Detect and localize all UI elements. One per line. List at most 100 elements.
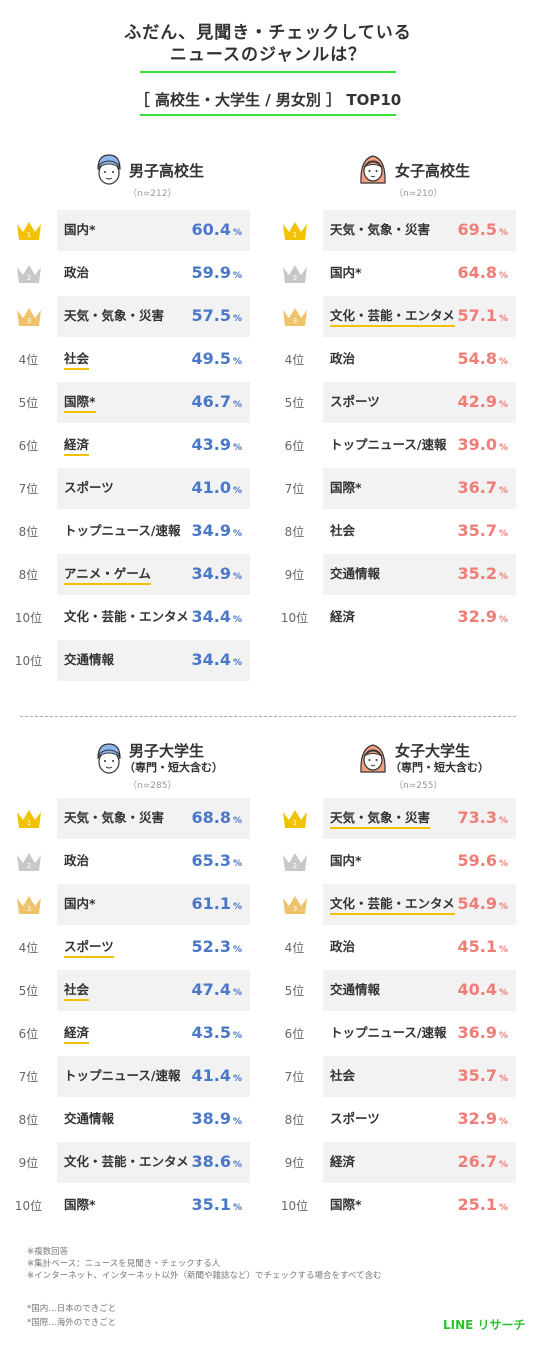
- rank-label: 10位: [280, 611, 309, 625]
- ranking-row: 9位 文化・芸能・エンタメ 38.6%: [0, 1142, 250, 1183]
- rank-label: 10位: [14, 611, 43, 625]
- rank-cell: 6位: [266, 1013, 323, 1054]
- crown-rank-number: 1: [292, 819, 296, 827]
- row-background: [323, 970, 516, 1011]
- rank-cell: 10位: [266, 1185, 323, 1226]
- percentage-unit: %: [232, 314, 242, 324]
- ranking-row: 1 天気・気象・災害 69.5%: [266, 210, 516, 251]
- crown-rank-number: 3: [26, 905, 30, 913]
- percentage-number: 34.9: [191, 564, 231, 583]
- ranking-row: 1 天気・気象・災害 73.3%: [266, 798, 516, 839]
- rank-cell: 8位: [266, 1099, 323, 1140]
- percentage-number: 73.3: [457, 808, 497, 827]
- row-background: [323, 841, 516, 882]
- percentage-number: 47.4: [191, 980, 231, 999]
- genre-label: 政治: [64, 265, 90, 280]
- rank-cell: 3: [0, 884, 57, 925]
- ranking-row: 3 国内* 61.1%: [0, 884, 250, 925]
- percentage-number: 35.2: [457, 564, 497, 583]
- rank-cell: 4位: [0, 339, 57, 380]
- boy-avatar-icon: [95, 742, 123, 776]
- rank-cell: 3: [0, 296, 57, 337]
- percentage-unit: %: [498, 1203, 508, 1213]
- genre-label: 文化・芸能・エンタメ: [64, 1154, 189, 1169]
- genre-label: 交通情報: [330, 982, 381, 997]
- rank-cell: 8位: [0, 554, 57, 595]
- girl-avatar-icon: [359, 153, 387, 187]
- row-background: [323, 798, 516, 839]
- title-line-1: ふだん、見聞き・チェックしている: [124, 23, 412, 43]
- percentage-unit: %: [232, 228, 242, 238]
- percentage-unit: %: [232, 1160, 242, 1170]
- rank-label: 10位: [14, 654, 43, 668]
- rank-cell: 8位: [0, 1099, 57, 1140]
- ranking-row: 8位 交通情報 38.9%: [0, 1099, 250, 1140]
- percentage-value: 69.5%: [457, 220, 508, 243]
- genre-label: 天気・気象・災害: [64, 308, 165, 323]
- percentage-value: 68.8%: [191, 808, 242, 831]
- percentage-value: 60.4%: [191, 220, 242, 243]
- percentage-unit: %: [498, 859, 508, 869]
- percentage-unit: %: [498, 615, 508, 625]
- percentage-number: 25.1: [457, 1195, 497, 1214]
- percentage-unit: %: [498, 988, 508, 998]
- percentage-unit: %: [232, 859, 242, 869]
- percentage-unit: %: [498, 816, 508, 826]
- rank-label: 7位: [18, 482, 39, 496]
- rank-label: 8位: [284, 525, 305, 539]
- percentage-unit: %: [232, 615, 242, 625]
- rank-cell: 7位: [0, 468, 57, 509]
- row-background: [323, 511, 516, 552]
- genre-label: トップニュース/速報: [330, 1025, 447, 1040]
- percentage-value: 25.1%: [457, 1195, 508, 1218]
- ranking-row: 7位 社会 35.7%: [266, 1056, 516, 1097]
- rank-label: 5位: [284, 396, 305, 410]
- percentage-unit: %: [498, 400, 508, 410]
- percentage-value: 54.8%: [457, 349, 508, 372]
- percentage-number: 32.9: [457, 1109, 497, 1128]
- percentage-value: 35.1%: [191, 1195, 242, 1218]
- rank-cell: 1: [0, 798, 57, 839]
- rank-cell: 8位: [0, 511, 57, 552]
- footnote-line: *国際…海外のできごと: [27, 1318, 117, 1328]
- group-name: 女子高校生: [395, 162, 471, 180]
- percentage-unit: %: [498, 945, 508, 955]
- percentage-number: 35.7: [457, 521, 497, 540]
- percentage-value: 32.9%: [457, 1109, 508, 1132]
- ranking-row: 6位 経済 43.5%: [0, 1013, 250, 1054]
- rank-cell: 3: [266, 296, 323, 337]
- ranking-row: 1 国内* 60.4%: [0, 210, 250, 251]
- percentage-unit: %: [232, 988, 242, 998]
- rank-cell: 10位: [0, 640, 57, 681]
- ranking-row: 5位 国際* 46.7%: [0, 382, 250, 423]
- crown-shape: [16, 895, 41, 914]
- rank-cell: 5位: [0, 970, 57, 1011]
- rank-label: 4位: [18, 353, 39, 367]
- ranking-row: 2 国内* 64.8%: [266, 253, 516, 294]
- percentage-number: 38.9: [191, 1109, 231, 1128]
- percentage-number: 61.1: [191, 894, 231, 913]
- rank-cell: 10位: [0, 1185, 57, 1226]
- row-background: [57, 798, 250, 839]
- percentage-number: 35.7: [457, 1066, 497, 1085]
- row-background: [323, 339, 516, 380]
- percentage-unit: %: [232, 902, 242, 912]
- row-background: [57, 884, 250, 925]
- rank-label: 9位: [284, 1156, 305, 1170]
- percentage-value: 42.9%: [457, 392, 508, 415]
- percentage-value: 34.4%: [191, 650, 242, 673]
- percentage-value: 47.4%: [191, 980, 242, 1003]
- row-background: [57, 253, 250, 294]
- rank-cell: 2: [266, 841, 323, 882]
- ranking-row: 4位 政治 45.1%: [266, 927, 516, 968]
- ranking-row: 3 文化・芸能・エンタメ 57.1%: [266, 296, 516, 337]
- rank-crown-icon: 2: [282, 264, 307, 283]
- crown-rank-number: 3: [292, 905, 296, 913]
- genre-label: 経済: [64, 437, 90, 456]
- crown-shape: [16, 307, 41, 326]
- ranking-row: 6位 トップニュース/速報 39.0%: [266, 425, 516, 466]
- rank-cell: 4位: [266, 927, 323, 968]
- genre-label: 経済: [330, 1154, 356, 1169]
- rank-crown-icon: 1: [282, 221, 307, 240]
- group-subtitle: （専門・短大含む）: [124, 761, 223, 774]
